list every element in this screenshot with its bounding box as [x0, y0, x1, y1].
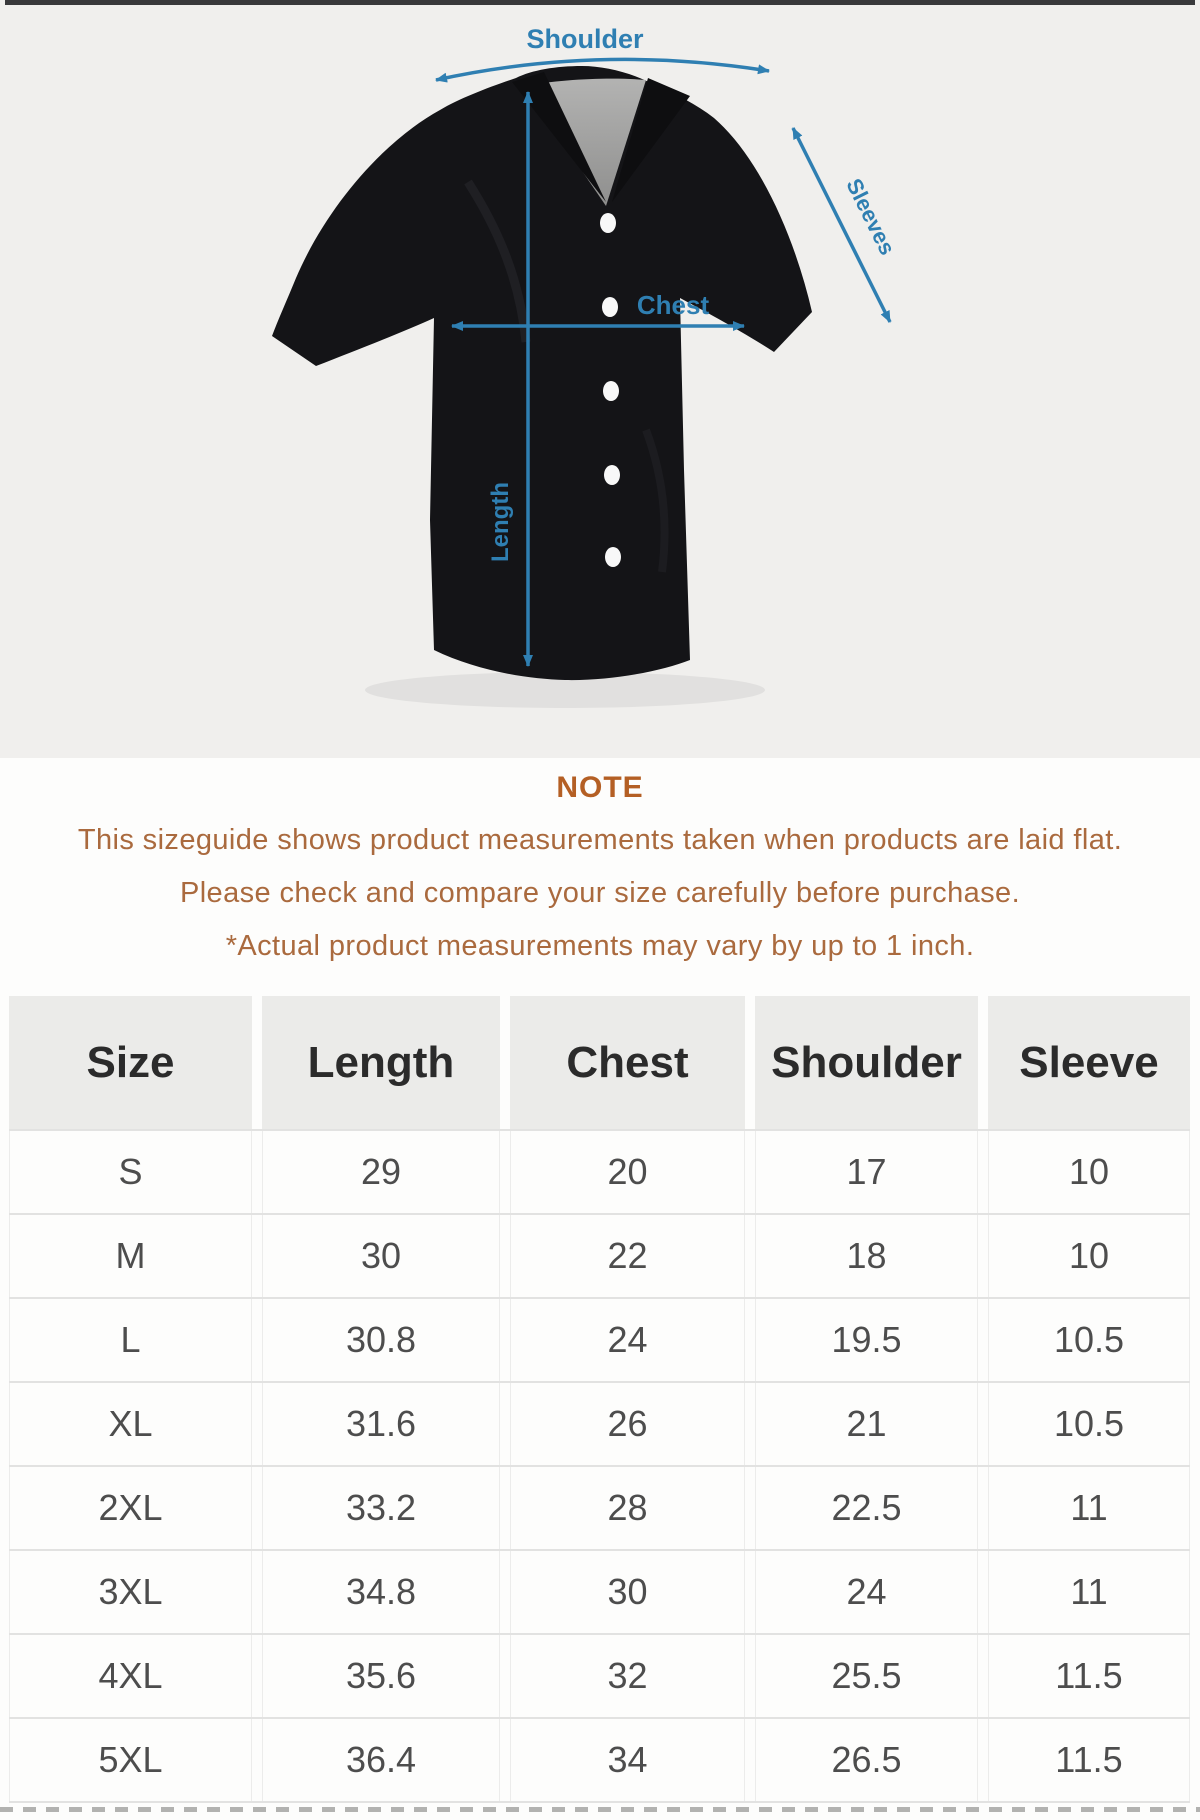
note-line-2: Please check and compare your size caref…	[179, 877, 1021, 909]
table-cell: S	[9, 1131, 252, 1213]
table-cell: 33.2	[262, 1467, 500, 1549]
table-cell: XL	[9, 1383, 252, 1465]
table-row: 2XL 33.2 28 22.5 11	[9, 1467, 1190, 1551]
size-table-body: S 29 20 17 10 M 30 22 18 10 L 30.8 24 19.5 10.5 XL 31.6 2…	[9, 1129, 1190, 1803]
shoulder-label: Shoulder	[526, 24, 643, 54]
table-cell: 34	[510, 1719, 745, 1801]
table-cell: 18	[755, 1215, 978, 1297]
note-line-3: *Actual product measurements may vary by…	[225, 930, 975, 962]
chest-label: Chest	[637, 290, 710, 320]
collar-right-flap	[612, 78, 690, 202]
shirt-diagram-panel: Shoulder Chest Length Sleeves	[0, 0, 1200, 758]
sleeve-measure-line	[791, 127, 892, 323]
column-header: Size	[9, 996, 252, 1129]
table-cell: 24	[510, 1299, 745, 1381]
bottom-dashed-line	[0, 1807, 1200, 1812]
table-cell: 22.5	[755, 1467, 978, 1549]
table-cell: 24	[755, 1551, 978, 1633]
table-cell: 10.5	[988, 1299, 1190, 1381]
column-header: Chest	[510, 996, 745, 1129]
table-cell: 36.4	[262, 1719, 500, 1801]
table-cell: L	[9, 1299, 252, 1381]
table-cell: 3XL	[9, 1551, 252, 1633]
table-cell: 28	[510, 1467, 745, 1549]
column-header: Sleeve	[988, 996, 1190, 1129]
table-cell: 17	[755, 1131, 978, 1213]
table-cell: 19.5	[755, 1299, 978, 1381]
table-cell: 25.5	[755, 1635, 978, 1717]
table-cell: 29	[262, 1131, 500, 1213]
table-cell: 20	[510, 1131, 745, 1213]
table-cell: 35.6	[262, 1635, 500, 1717]
note-line-1: This sizeguide shows product measurement…	[77, 824, 1123, 856]
table-cell: 10	[988, 1215, 1190, 1297]
table-row: 4XL 35.6 32 25.5 11.5	[9, 1635, 1190, 1719]
table-row: M 30 22 18 10	[9, 1215, 1190, 1299]
shirt-shadow	[365, 672, 765, 708]
table-row: 5XL 36.4 34 26.5 11.5	[9, 1719, 1190, 1803]
table-cell: 22	[510, 1215, 745, 1297]
table-cell: 32	[510, 1635, 745, 1717]
fabric-sheen	[642, 428, 669, 573]
table-cell: 10.5	[988, 1383, 1190, 1465]
table-cell: 34.8	[262, 1551, 500, 1633]
shirt-buttons	[600, 213, 621, 567]
table-cell: 26.5	[755, 1719, 978, 1801]
column-header: Shoulder	[755, 996, 978, 1129]
collar-left-flap	[512, 72, 606, 202]
top-border-bar	[5, 0, 1195, 5]
table-row: 3XL 34.8 30 24 11	[9, 1551, 1190, 1635]
table-cell: 30	[262, 1215, 500, 1297]
table-cell: 31.6	[262, 1383, 500, 1465]
table-row: S 29 20 17 10	[9, 1129, 1190, 1215]
shirt-silhouette	[272, 66, 812, 681]
table-row: L 30.8 24 19.5 10.5	[9, 1299, 1190, 1383]
sleeves-label: Sleeves	[841, 174, 900, 259]
shoulder-measure-line	[435, 57, 770, 83]
note-section: NOTE This sizeguide shows product measur…	[0, 770, 1200, 973]
table-cell: 26	[510, 1383, 745, 1465]
column-header: Length	[262, 996, 500, 1129]
table-cell: 11.5	[988, 1719, 1190, 1801]
table-cell: 4XL	[9, 1635, 252, 1717]
table-cell: 2XL	[9, 1467, 252, 1549]
size-table: Size Length Chest Shoulder Sleeve S 29 20 17 10 M…	[9, 996, 1190, 1803]
table-cell: 5XL	[9, 1719, 252, 1801]
note-title: NOTE	[556, 771, 644, 804]
table-cell: 11.5	[988, 1635, 1190, 1717]
table-cell: 10	[988, 1131, 1190, 1213]
shirt-diagram: Shoulder Chest Length Sleeves	[272, 24, 900, 708]
length-label: Length	[487, 482, 514, 562]
table-cell: 30.8	[262, 1299, 500, 1381]
size-table-header: Size Length Chest Shoulder Sleeve	[9, 996, 1190, 1129]
table-cell: 11	[988, 1551, 1190, 1633]
table-cell: 30	[510, 1551, 745, 1633]
table-cell: M	[9, 1215, 252, 1297]
table-cell: 21	[755, 1383, 978, 1465]
table-cell: 11	[988, 1467, 1190, 1549]
table-row: XL 31.6 26 21 10.5	[9, 1383, 1190, 1467]
